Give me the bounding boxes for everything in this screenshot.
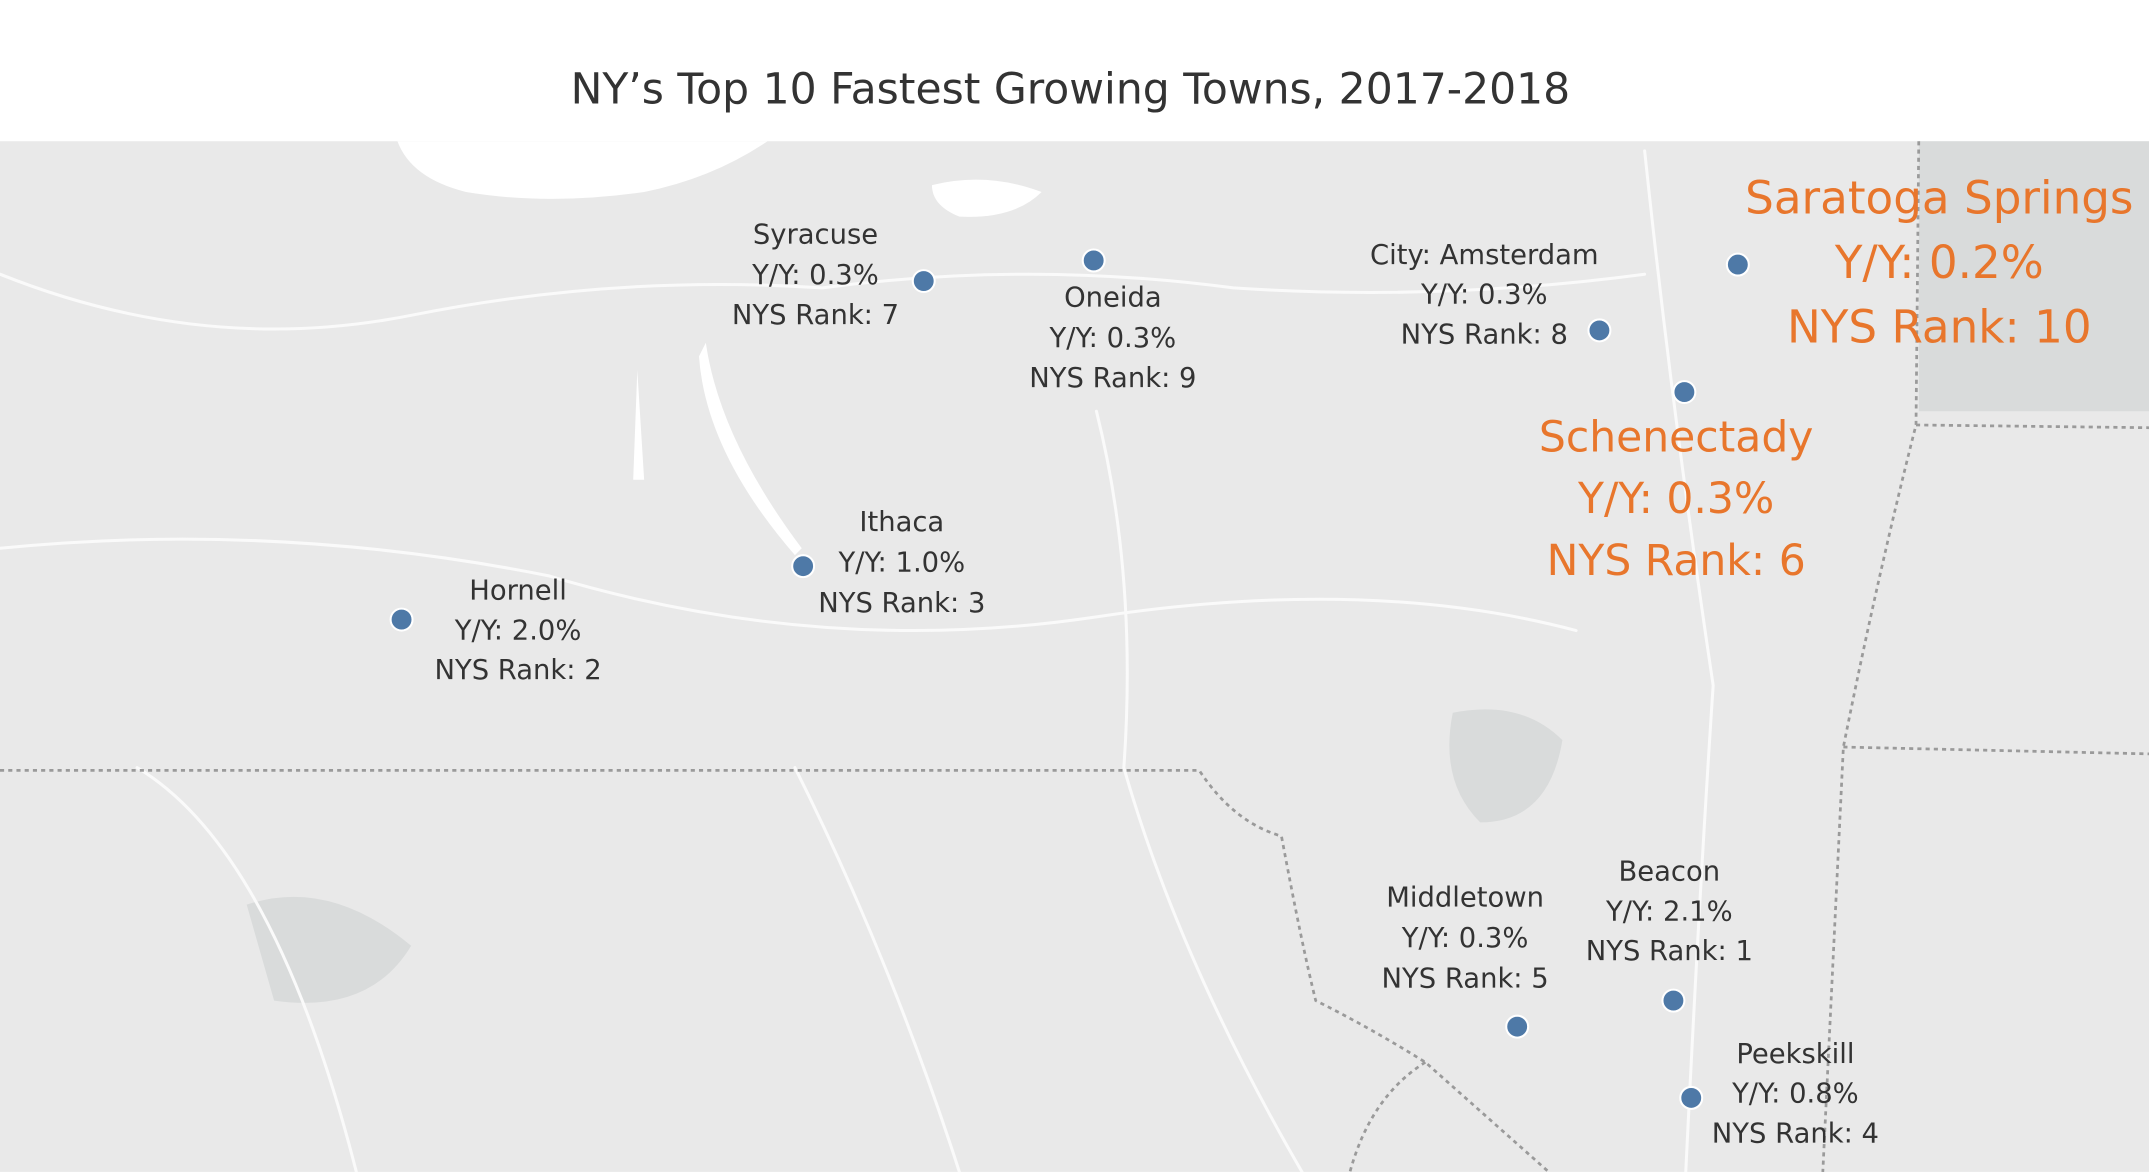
town-growth: Y/Y: 0.3% [1420, 280, 1548, 311]
town-growth: Y/Y: 0.3% [751, 260, 879, 291]
town-rank: NYS Rank: 3 [818, 588, 985, 619]
river [793, 766, 961, 1172]
town-growth: Y/Y: 0.3% [1577, 475, 1774, 524]
town-growth: Y/Y: 0.3% [1401, 923, 1529, 954]
lake [397, 141, 768, 199]
park [1449, 709, 1563, 823]
town-name: Beacon [1618, 857, 1720, 888]
land [0, 141, 2149, 1172]
town-rank: NYS Rank: 2 [434, 655, 601, 686]
town-marker [1661, 988, 1686, 1013]
town-name: Schenectady [1539, 414, 1814, 463]
town-marker [1679, 1085, 1704, 1110]
town-marker [1587, 318, 1612, 343]
town-rank: NYS Rank: 7 [732, 300, 899, 331]
town-marker [911, 269, 936, 294]
town-growth: Y/Y: 0.2% [1834, 236, 2044, 289]
base-map [0, 141, 2149, 1172]
town-marker [1672, 380, 1697, 405]
town-marker [1725, 252, 1750, 277]
towns: Syracuse Y/Y: 0.3% NYS Rank: 7 Oneida Y/Y: 0… [389, 172, 2134, 1149]
town-marker [791, 554, 816, 579]
river [1094, 409, 1304, 1172]
town-rank: NYS Rank: 9 [1029, 363, 1196, 394]
town-growth: Y/Y: 0.8% [1731, 1079, 1859, 1110]
town-growth: Y/Y: 0.3% [1049, 323, 1177, 354]
town-rank: NYS Rank: 6 [1547, 537, 1806, 586]
town-growth: Y/Y: 2.1% [1605, 896, 1733, 927]
town-growth: Y/Y: 1.0% [837, 548, 965, 579]
state-border [1843, 423, 2149, 756]
town-marker [1505, 1014, 1530, 1039]
river [1643, 149, 1715, 1172]
river [135, 766, 358, 1172]
river [0, 537, 1578, 633]
title: NY’s Top 10 Fastest Growing Towns, 2017-… [571, 65, 1571, 114]
header [0, 0, 2149, 142]
river [0, 272, 1647, 331]
lake [931, 179, 1042, 217]
town-growth: Y/Y: 2.0% [454, 615, 582, 646]
town-name: Saratoga Springs [1745, 172, 2133, 225]
town-rank: NYS Rank: 5 [1381, 964, 1548, 995]
town-rank: NYS Rank: 10 [1787, 300, 2092, 353]
town-rank: NYS Rank: 8 [1401, 319, 1568, 350]
town-rank: NYS Rank: 1 [1586, 936, 1753, 967]
town-name: Peekskill [1736, 1039, 1854, 1070]
lake [633, 370, 645, 480]
town-name: Ithaca [859, 507, 944, 538]
lake [698, 342, 802, 556]
town-name: City: Amsterdam [1370, 240, 1599, 271]
state-border [1821, 141, 1921, 1172]
town-name: Syracuse [753, 219, 878, 250]
town-marker [1081, 248, 1106, 273]
park [1918, 141, 2149, 412]
town-name: Hornell [469, 576, 567, 607]
town-name: Middletown [1386, 883, 1544, 914]
town-marker [389, 607, 414, 632]
town-rank: NYS Rank: 4 [1712, 1118, 1879, 1149]
park [246, 896, 412, 1003]
town-name: Oneida [1064, 282, 1162, 313]
